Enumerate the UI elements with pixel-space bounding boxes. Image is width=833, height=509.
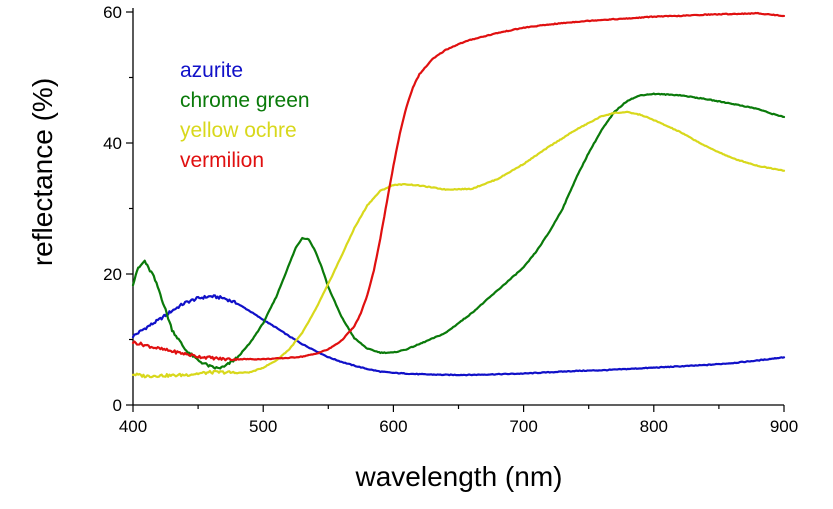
legend-entry-chrome-green: chrome green xyxy=(180,89,310,112)
y-tick-label-60: 60 xyxy=(103,3,122,22)
series-line-chrome-green xyxy=(131,92,786,370)
axes: 400 500 600 700 800 900 0 20 40 60 xyxy=(103,3,798,436)
x-tick-label-600: 600 xyxy=(379,417,407,436)
x-tick-label-900: 900 xyxy=(770,417,798,436)
legend-entry-vermilion: vermilion xyxy=(180,149,264,172)
x-tick-label-700: 700 xyxy=(509,417,537,436)
y-tick-label-0: 0 xyxy=(113,396,122,415)
x-axis-title: wavelength (nm) xyxy=(355,461,563,492)
series-line-yellow-ochre xyxy=(131,110,786,379)
series-line-azurite xyxy=(131,294,786,377)
y-tick-label-20: 20 xyxy=(103,265,122,284)
legend-entry-yellow-ochre: yellow ochre xyxy=(180,119,297,142)
legend: azurite chrome green yellow ochre vermilion xyxy=(180,59,310,172)
x-tick-label-500: 500 xyxy=(249,417,277,436)
y-axis-title: reflectance (%) xyxy=(27,78,58,266)
series-layer xyxy=(131,11,786,379)
x-tick-label-400: 400 xyxy=(119,417,147,436)
x-tick-label-800: 800 xyxy=(640,417,668,436)
y-tick-label-40: 40 xyxy=(103,134,122,153)
series-line-vermilion xyxy=(131,11,786,362)
legend-entry-azurite: azurite xyxy=(180,59,243,82)
